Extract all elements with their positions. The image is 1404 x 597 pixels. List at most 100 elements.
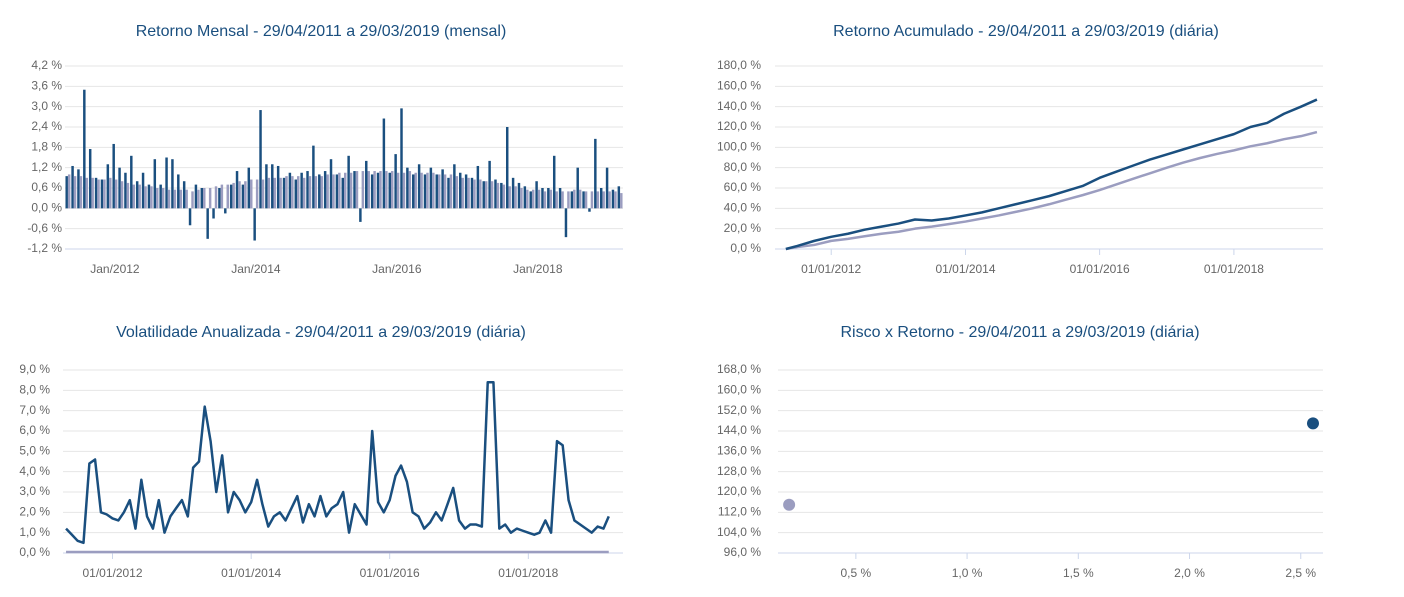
y-tick-label: 1,0 %	[19, 525, 50, 539]
bar	[429, 167, 433, 209]
chart-title: Retorno Acumulado - 29/04/2011 a 29/03/2…	[833, 23, 1219, 40]
bar	[79, 176, 83, 209]
bar	[85, 177, 89, 209]
x-tick-label: 2,0 %	[1174, 566, 1205, 580]
bar	[114, 179, 118, 209]
bar	[320, 176, 323, 209]
bar	[235, 171, 239, 209]
bar	[432, 172, 435, 209]
bar	[570, 191, 574, 209]
bar	[132, 184, 136, 209]
bar	[267, 177, 271, 209]
x-tick-label: 01/01/2012	[801, 262, 861, 276]
y-tick-label: 0,0 %	[31, 201, 62, 215]
bar	[400, 108, 403, 209]
bar	[214, 186, 218, 209]
bar	[103, 179, 106, 209]
bar	[590, 191, 594, 209]
bar	[318, 174, 321, 209]
bar	[197, 189, 200, 209]
bar	[423, 174, 427, 209]
y-tick-label: 144,0 %	[717, 423, 761, 437]
bar	[620, 193, 623, 209]
bar	[238, 181, 241, 209]
bar	[490, 181, 494, 209]
bar	[347, 155, 350, 209]
bar	[135, 181, 139, 209]
line-series	[785, 130, 1318, 251]
y-tick-label: 120,0 %	[717, 119, 761, 133]
bar	[161, 188, 165, 209]
bar	[218, 188, 221, 209]
bar	[479, 179, 482, 209]
bar	[617, 186, 621, 209]
x-tick-label: Jan/2018	[513, 262, 563, 276]
bar	[441, 169, 444, 209]
bar	[500, 182, 503, 209]
bar	[543, 191, 547, 209]
bar	[247, 167, 251, 209]
y-tick-label: 20,0 %	[724, 221, 762, 235]
bar	[385, 171, 388, 209]
bar	[596, 191, 600, 209]
bar	[537, 189, 541, 209]
bar	[255, 179, 259, 209]
bar	[484, 181, 488, 209]
bar	[488, 160, 491, 209]
bar	[226, 184, 229, 209]
bar	[153, 159, 157, 209]
bar	[91, 177, 94, 209]
bar	[482, 181, 485, 209]
bar	[417, 164, 421, 209]
bar	[402, 172, 406, 209]
bar	[206, 208, 209, 239]
scatter-point	[1306, 417, 1319, 430]
bar	[279, 177, 282, 209]
bar	[523, 186, 527, 209]
bar	[97, 179, 100, 209]
bar	[520, 188, 523, 209]
bar	[505, 127, 509, 209]
y-tick-label: 128,0 %	[717, 464, 761, 478]
chart-title: Risco x Retorno - 29/04/2011 a 29/03/201…	[840, 324, 1199, 341]
bar	[253, 208, 256, 241]
bar	[165, 157, 168, 209]
x-tick-label: 0,5 %	[841, 566, 872, 580]
y-tick-label: 6,0 %	[19, 423, 50, 437]
bar	[150, 186, 153, 209]
y-tick-label: -0,6 %	[27, 221, 62, 235]
y-tick-label: 0,0 %	[730, 241, 761, 255]
y-tick-label: 1,2 %	[31, 160, 62, 174]
x-tick-label: 01/01/2014	[935, 262, 995, 276]
bar	[224, 208, 227, 214]
chart-title: Volatilidade Anualizada - 29/04/2011 a 2…	[116, 324, 526, 341]
bar	[300, 172, 303, 209]
bar	[514, 186, 517, 209]
bar	[443, 174, 447, 209]
y-tick-label: 1,8 %	[31, 140, 62, 154]
bar	[203, 188, 206, 209]
bar	[282, 177, 286, 209]
bar	[414, 172, 417, 209]
bar	[361, 171, 365, 209]
bar	[83, 89, 86, 209]
bar	[188, 208, 192, 226]
x-tick-label: 1,0 %	[952, 566, 983, 580]
bar	[335, 174, 339, 209]
bar	[306, 171, 309, 209]
y-tick-label: 9,0 %	[19, 362, 50, 376]
x-tick-label: 01/01/2018	[498, 566, 558, 580]
bar	[229, 184, 233, 209]
bar	[185, 189, 188, 209]
bar	[496, 182, 500, 209]
y-tick-label: 3,6 %	[31, 79, 62, 93]
y-tick-label: 2,4 %	[31, 119, 62, 133]
bar	[77, 169, 80, 209]
x-tick-label: 1,5 %	[1063, 566, 1094, 580]
bar	[552, 155, 556, 209]
bar	[453, 164, 456, 209]
bar	[511, 177, 515, 209]
bar	[605, 167, 609, 209]
